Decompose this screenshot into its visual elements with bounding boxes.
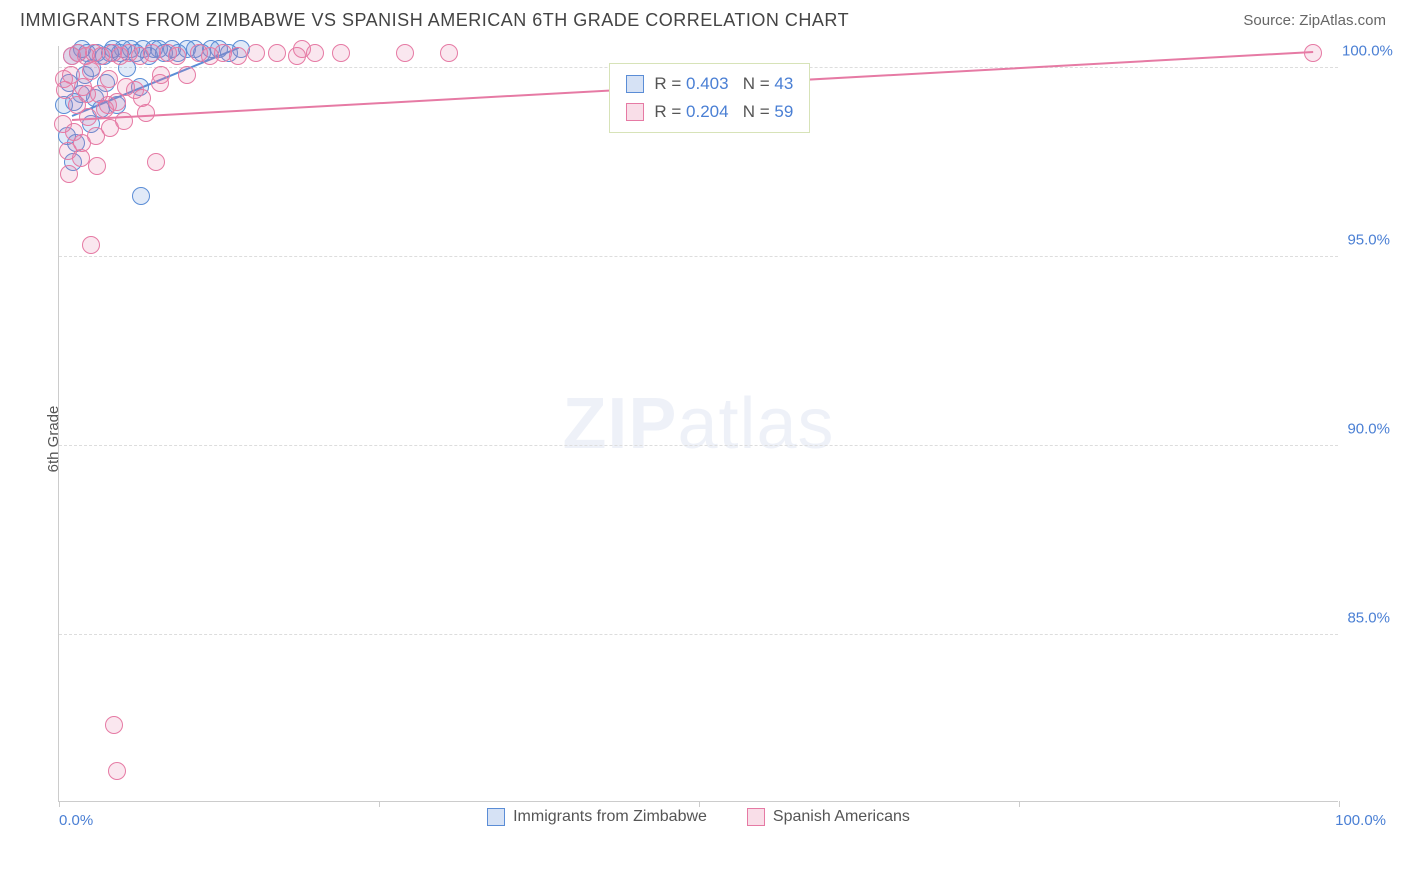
data-point-spanish (82, 62, 100, 80)
data-point-spanish (82, 236, 100, 254)
data-point-spanish (152, 66, 170, 84)
x-tick-mark (699, 801, 700, 807)
data-point-spanish (168, 47, 186, 65)
data-point-spanish (55, 70, 73, 88)
data-point-spanish (105, 716, 123, 734)
legend-swatch (747, 808, 765, 826)
legend-label: Spanish Americans (773, 808, 910, 826)
plot-area: ZIPatlas 85.0%90.0%95.0%100.0%0.0%100.0%… (58, 46, 1338, 802)
data-point-zimbabwe (132, 187, 150, 205)
legend-text: R = 0.403 N = 43 (654, 70, 793, 98)
chart-container: 6th Grade ZIPatlas 85.0%90.0%95.0%100.0%… (50, 46, 1386, 832)
data-point-spanish (229, 47, 247, 65)
source-name: ZipAtlas.com (1299, 12, 1386, 29)
watermark-zip: ZIP (562, 384, 677, 464)
data-point-spanish (332, 44, 350, 62)
correlation-legend: R = 0.403 N = 43R = 0.204 N = 59 (609, 63, 810, 133)
data-point-spanish (117, 78, 135, 96)
data-point-spanish (73, 134, 91, 152)
legend-item-zimbabwe: Immigrants from Zimbabwe (487, 808, 707, 826)
legend-text: R = 0.204 N = 59 (654, 98, 793, 126)
legend-swatch (626, 103, 644, 121)
data-point-spanish (440, 44, 458, 62)
y-tick-label: 95.0% (1342, 231, 1390, 248)
data-point-spanish (396, 44, 414, 62)
legend-label: Immigrants from Zimbabwe (513, 808, 707, 826)
data-point-spanish (100, 70, 118, 88)
watermark: ZIPatlas (562, 383, 834, 465)
data-point-spanish (88, 157, 106, 175)
data-point-spanish (101, 119, 119, 137)
y-tick-label: 90.0% (1342, 420, 1390, 437)
x-tick-mark (1339, 801, 1340, 807)
data-point-spanish (306, 44, 324, 62)
data-point-spanish (108, 762, 126, 780)
x-tick-label: 100.0% (1335, 812, 1386, 829)
watermark-atlas: atlas (677, 384, 834, 464)
gridline (59, 634, 1338, 635)
data-point-spanish (60, 165, 78, 183)
data-point-spanish (247, 44, 265, 62)
legend-row-spanish: R = 0.204 N = 59 (626, 98, 793, 126)
data-point-spanish (133, 89, 151, 107)
x-tick-mark (59, 801, 60, 807)
data-point-spanish (99, 96, 117, 114)
series-legend: Immigrants from Zimbabwe Spanish American… (59, 808, 1338, 831)
source-label: Source: ZipAtlas.com (1243, 12, 1386, 29)
legend-swatch (487, 808, 505, 826)
y-tick-label: 85.0% (1342, 609, 1390, 626)
data-point-spanish (268, 44, 286, 62)
x-tick-mark (1019, 801, 1020, 807)
gridline (59, 256, 1338, 257)
chart-title: IMMIGRANTS FROM ZIMBABWE VS SPANISH AMER… (20, 10, 849, 31)
legend-row-zimbabwe: R = 0.403 N = 43 (626, 70, 793, 98)
source-prefix: Source: (1243, 12, 1299, 29)
legend-swatch (626, 75, 644, 93)
legend-item-spanish: Spanish Americans (747, 808, 910, 826)
x-tick-mark (379, 801, 380, 807)
gridline (59, 445, 1338, 446)
data-point-spanish (147, 153, 165, 171)
y-tick-label: 100.0% (1342, 42, 1390, 59)
data-point-spanish (178, 66, 196, 84)
data-point-spanish (78, 85, 96, 103)
